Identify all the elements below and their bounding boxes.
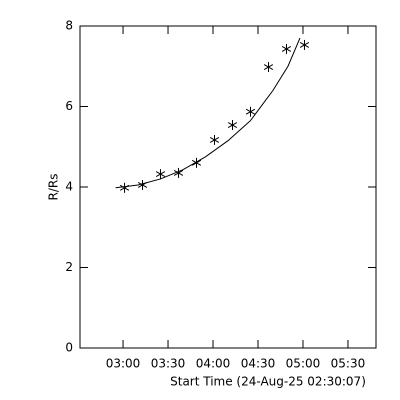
y-tick-label: 6 bbox=[65, 99, 73, 113]
asterisk-point bbox=[119, 182, 130, 193]
x-tick-label: 03:00 bbox=[106, 357, 141, 371]
y-tick-label: 4 bbox=[65, 180, 73, 194]
y-tick-label: 2 bbox=[65, 260, 73, 274]
asterisk-point bbox=[173, 167, 184, 178]
asterisk-point bbox=[281, 43, 292, 54]
asterisk-stroke bbox=[281, 46, 292, 52]
asterisk-point bbox=[299, 39, 310, 50]
asterisk-stroke bbox=[173, 169, 184, 176]
asterisk-point bbox=[155, 169, 166, 180]
asterisk-point bbox=[263, 62, 274, 73]
asterisk-stroke bbox=[299, 41, 310, 48]
x-tick-label: 03:30 bbox=[151, 357, 186, 371]
x-axis-label: Start Time (24-Aug-25 02:30:07) bbox=[170, 375, 366, 389]
x-tick-label: 04:30 bbox=[241, 357, 276, 371]
asterisk-stroke bbox=[209, 136, 220, 143]
asterisk-stroke bbox=[227, 122, 238, 128]
asterisk-stroke bbox=[245, 108, 256, 115]
asterisk-point bbox=[209, 134, 220, 145]
asterisk-stroke bbox=[263, 64, 274, 70]
y-tick-label: 0 bbox=[65, 341, 73, 355]
y-tick-label: 8 bbox=[65, 19, 73, 33]
y-axis-label: R/Rs bbox=[47, 174, 61, 201]
fit-line bbox=[115, 37, 301, 189]
asterisk-point bbox=[191, 157, 202, 168]
x-tick-label: 05:00 bbox=[286, 357, 321, 371]
asterisk-point bbox=[227, 120, 238, 131]
x-tick-label: 04:00 bbox=[196, 357, 231, 371]
asterisk-stroke bbox=[155, 171, 166, 178]
asterisk-stroke bbox=[191, 159, 202, 166]
x-tick-label: 05:30 bbox=[331, 357, 366, 371]
asterisk-point bbox=[245, 106, 256, 117]
